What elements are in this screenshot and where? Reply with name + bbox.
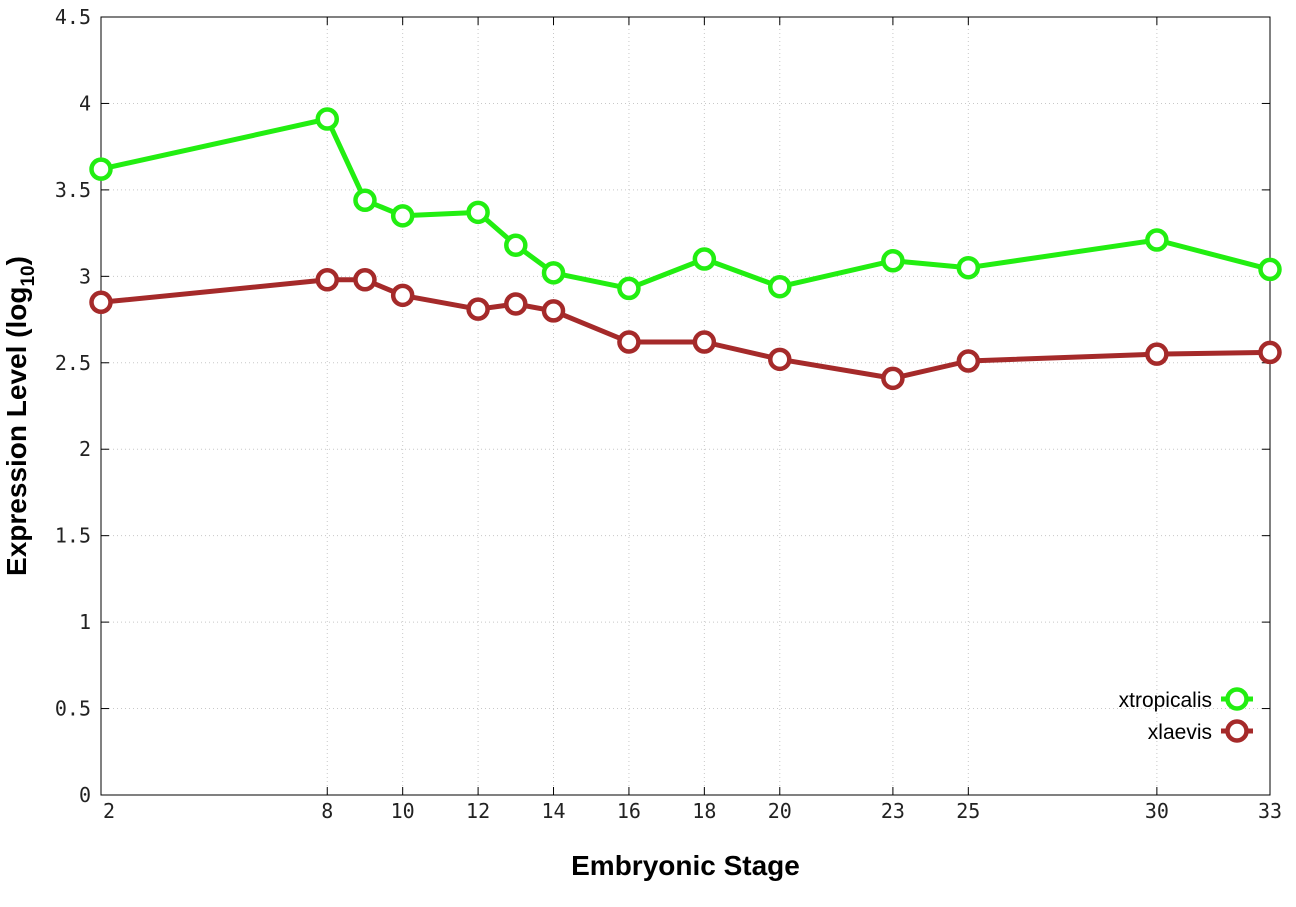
data-point-xtropicalis <box>315 107 340 131</box>
data-point-xlaevis <box>1145 342 1169 366</box>
legend: xtropicalis xlaevis <box>1119 687 1253 744</box>
data-point-xlaevis <box>89 290 113 315</box>
x-tick-label: 20 <box>768 799 792 823</box>
grid-lines <box>101 17 1270 795</box>
plot-area-frame <box>100 16 1271 796</box>
x-tick-label: 10 <box>391 799 415 823</box>
data-point-xtropicalis <box>353 188 377 213</box>
y-tick-label: 0 <box>79 783 91 807</box>
x-tick-label: 33 <box>1258 799 1282 823</box>
data-point-xlaevis <box>541 299 566 323</box>
y-tick-label: 4.5 <box>55 5 91 29</box>
y-tick-label: 1 <box>79 610 91 634</box>
data-point-xtropicalis <box>504 233 528 257</box>
legend-label-xtropicalis: xtropicalis <box>1119 689 1212 712</box>
y-tick-label: 2.5 <box>55 351 91 375</box>
data-point-xtropicalis <box>617 276 641 301</box>
data-point-xlaevis <box>881 366 905 391</box>
x-tick-label: 23 <box>881 799 905 823</box>
x-axis-title: Embryonic Stage <box>571 850 800 881</box>
y-tick-label: 3.5 <box>55 178 91 202</box>
data-point-xtropicalis <box>541 261 566 285</box>
x-tick-label: 8 <box>321 799 333 823</box>
data-point-xlaevis <box>504 292 528 316</box>
y-axis-title-close: ) <box>1 256 32 265</box>
x-tick-label: 12 <box>466 799 490 823</box>
series-line-xlaevis <box>100 277 1271 381</box>
data-point-xtropicalis <box>768 274 792 299</box>
y-tick-label: 4 <box>79 91 91 115</box>
data-point-xtropicalis <box>881 249 905 273</box>
x-tick-label: 18 <box>692 799 716 823</box>
data-point-xtropicalis <box>1145 228 1169 252</box>
series-layer <box>89 107 1282 391</box>
data-point-xtropicalis <box>692 247 717 271</box>
legend-marker-xtropicalis <box>1225 687 1249 711</box>
data-point-xlaevis <box>692 330 717 354</box>
y-tick-label: 0.5 <box>55 697 91 721</box>
data-point-xlaevis <box>768 347 792 372</box>
data-point-xtropicalis <box>1258 257 1282 282</box>
x-tick-label: 2 <box>103 799 115 823</box>
axis-ticks: 0 0.5 1 1.5 2 2.5 3 3.5 4 4.5 2 8 10 12 14 16 18 20 23 25 30… <box>55 5 1282 823</box>
y-tick-label: 1.5 <box>55 524 91 548</box>
data-point-xtropicalis <box>466 200 490 225</box>
data-point-xtropicalis <box>390 204 415 228</box>
data-point-xlaevis <box>956 349 981 373</box>
y-tick-label: 3 <box>79 264 91 288</box>
data-point-xtropicalis <box>89 157 113 181</box>
x-tick-label: 16 <box>617 799 641 823</box>
legend-label-xlaevis: xlaevis <box>1148 721 1212 744</box>
data-point-xlaevis <box>390 283 415 308</box>
data-point-xlaevis <box>1258 340 1282 365</box>
data-point-xlaevis <box>466 297 490 321</box>
data-point-xtropicalis <box>956 255 981 280</box>
data-point-xlaevis <box>315 268 340 292</box>
y-tick-label: 2 <box>79 437 91 461</box>
data-point-xlaevis <box>617 330 641 354</box>
x-tick-label: 30 <box>1145 799 1169 823</box>
data-point-xlaevis <box>353 268 377 292</box>
x-tick-label: 14 <box>541 799 565 823</box>
series-line-xtropicalis <box>100 116 1271 291</box>
y-axis-title-main: Expression Level (log <box>1 287 32 576</box>
y-axis-title-subscript: 10 <box>18 265 39 286</box>
x-tick-label: 25 <box>956 799 980 823</box>
legend-marker-xlaevis <box>1225 719 1249 743</box>
y-axis-title: Expression Level (log10) <box>1 256 39 576</box>
